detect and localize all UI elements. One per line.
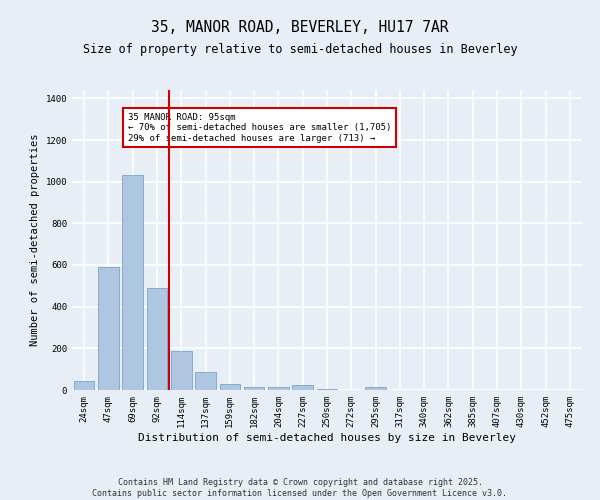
Bar — [98, 267, 119, 390]
Bar — [268, 386, 289, 390]
Bar — [317, 389, 337, 390]
Bar — [171, 352, 191, 390]
X-axis label: Distribution of semi-detached houses by size in Beverley: Distribution of semi-detached houses by … — [138, 432, 516, 442]
Y-axis label: Number of semi-detached properties: Number of semi-detached properties — [30, 134, 40, 346]
Bar — [220, 384, 240, 390]
Bar — [122, 176, 143, 390]
Bar — [292, 386, 313, 390]
Bar — [195, 372, 216, 390]
Bar — [74, 380, 94, 390]
Bar — [244, 386, 265, 390]
Text: Contains HM Land Registry data © Crown copyright and database right 2025.
Contai: Contains HM Land Registry data © Crown c… — [92, 478, 508, 498]
Text: 35, MANOR ROAD, BEVERLEY, HU17 7AR: 35, MANOR ROAD, BEVERLEY, HU17 7AR — [151, 20, 449, 35]
Text: Size of property relative to semi-detached houses in Beverley: Size of property relative to semi-detach… — [83, 42, 517, 56]
Bar — [365, 387, 386, 390]
Text: 35 MANOR ROAD: 95sqm
← 70% of semi-detached houses are smaller (1,705)
29% of se: 35 MANOR ROAD: 95sqm ← 70% of semi-detac… — [128, 113, 391, 142]
Bar — [146, 288, 167, 390]
